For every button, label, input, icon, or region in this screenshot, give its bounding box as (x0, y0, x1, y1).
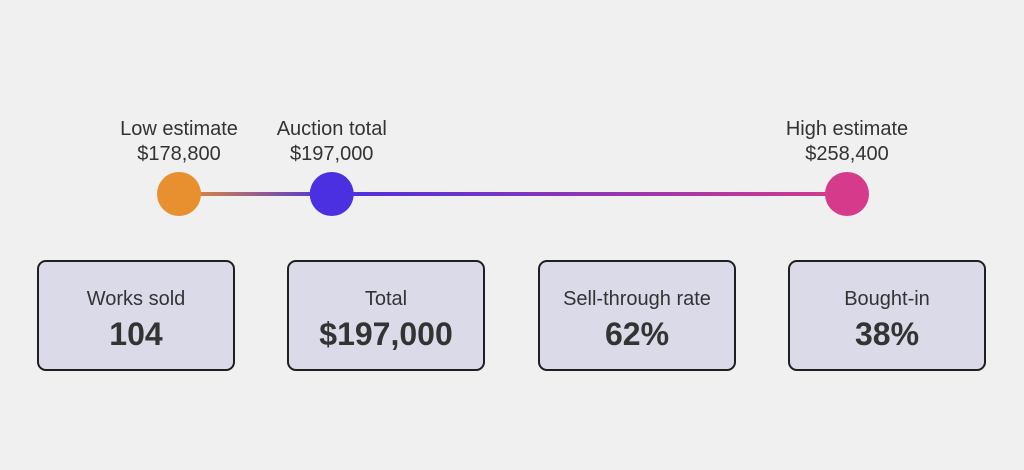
low-estimate-marker (157, 172, 201, 216)
sell-through-rate-card: Sell-through rate 62% (538, 260, 736, 371)
works-sold-card: Works sold 104 (37, 260, 235, 371)
auction-total-label: Auction total (277, 118, 387, 140)
total-label: Total (364, 288, 408, 310)
bought-in-card: Bought-in 38% (788, 260, 986, 371)
total-value: $197,000 (319, 316, 453, 352)
sell-through-rate-label: Sell-through rate (563, 288, 711, 310)
auction-total-marker (309, 172, 354, 216)
sell-through-rate-value: 62% (604, 316, 670, 352)
auction-total-value: $197,000 (290, 143, 373, 165)
bought-in-label: Bought-in (844, 288, 930, 310)
total-card: Total $197,000 (287, 260, 485, 371)
bought-in-value: 38% (854, 316, 920, 352)
high-estimate-value: $258,400 (805, 143, 888, 165)
high-estimate-label: High estimate (786, 118, 908, 140)
low-estimate-label: Low estimate (120, 118, 238, 140)
low-estimate-value: $178,800 (137, 143, 220, 165)
estimate-range-chart: Low estimate $178,800 Auction total $197,00… (120, 118, 908, 216)
works-sold-value: 104 (109, 316, 163, 352)
high-estimate-marker (825, 172, 869, 216)
works-sold-label: Works sold (86, 288, 186, 310)
